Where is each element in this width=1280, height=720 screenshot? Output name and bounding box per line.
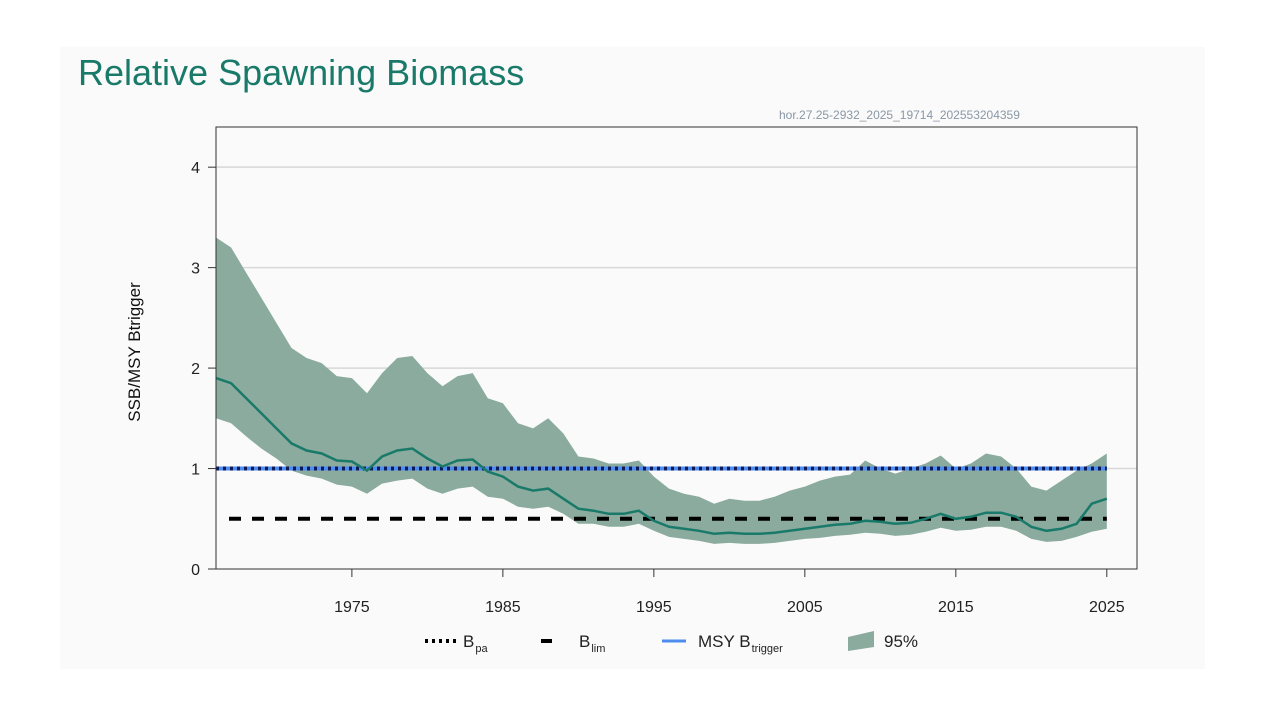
legend-item-band: 95% <box>848 631 918 651</box>
legend-label-blim: B <box>579 632 590 651</box>
y-axis-label: SSB/MSY Btrigger <box>125 282 144 422</box>
x-tick-label: 1995 <box>636 599 672 616</box>
y-tick-label: 4 <box>191 160 200 177</box>
confidence-band-layer <box>216 237 1107 544</box>
axes: 0 1 2 3 4 1975 1985 1995 2005 2015 2025 <box>191 160 1125 616</box>
x-tick-label: 2015 <box>938 599 974 616</box>
x-tick-label: 1975 <box>334 599 370 616</box>
legend-sub-msy: trigger <box>752 643 784 655</box>
legend-sub-bpa: pa <box>475 643 488 655</box>
x-tick-label: 1985 <box>485 599 521 616</box>
ssb-line <box>215 376 1108 536</box>
legend-swatch-band <box>848 631 874 651</box>
legend-label-msy: MSY B <box>698 632 751 651</box>
legend-label-band: 95% <box>884 632 918 651</box>
ssb-line-layer <box>215 376 1108 536</box>
page-title: Relative Spawning Biomass <box>78 52 525 93</box>
y-tick-label: 3 <box>191 261 200 278</box>
legend-label-bpa: B <box>463 632 474 651</box>
y-tick-label: 1 <box>191 462 200 479</box>
source-id: hor.27.25-2932_2025_19714_202553204359 <box>779 108 1020 122</box>
y-tick-label: 2 <box>191 361 200 378</box>
x-tick-label: 2005 <box>787 599 823 616</box>
confidence-band-95 <box>216 237 1107 544</box>
legend-sub-blim: lim <box>591 643 605 655</box>
y-tick-label: 0 <box>191 562 200 579</box>
x-tick-label: 2025 <box>1089 599 1125 616</box>
